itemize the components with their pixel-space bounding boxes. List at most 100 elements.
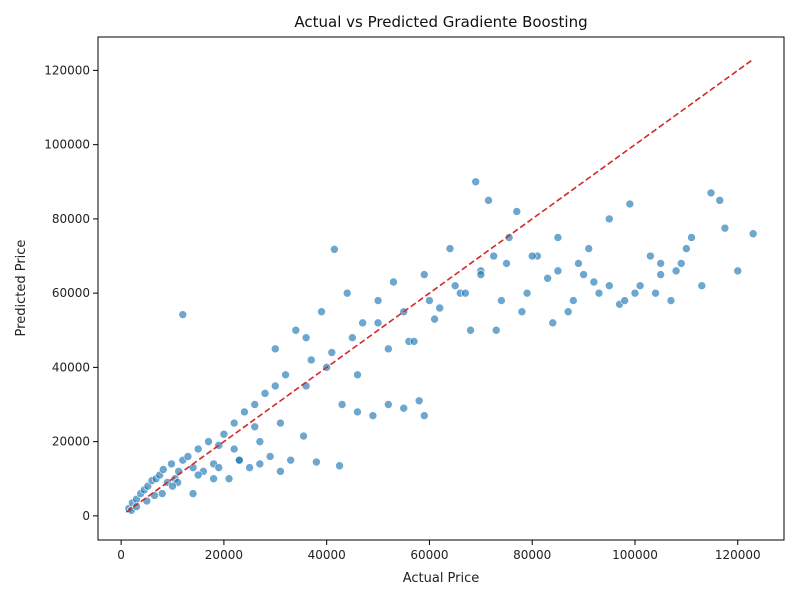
x-axis-label: Actual Price: [403, 571, 480, 586]
data-point: [579, 270, 588, 279]
data-point: [553, 266, 563, 276]
data-point: [229, 444, 239, 454]
data-point: [399, 403, 409, 413]
y-tick-label: 60000: [52, 286, 90, 300]
data-point: [330, 245, 339, 254]
data-point: [656, 259, 665, 268]
data-point: [158, 465, 168, 474]
data-point: [260, 389, 270, 398]
x-tick-label: 60000: [410, 548, 448, 562]
y-tick-label: 40000: [52, 360, 90, 374]
y-tick-label: 0: [82, 509, 90, 523]
data-point: [142, 496, 152, 506]
data-point: [409, 337, 419, 346]
data-point: [720, 223, 730, 233]
y-tick-label: 120000: [44, 63, 90, 77]
data-point: [594, 288, 604, 298]
reference-line: [125, 58, 754, 513]
data-point: [697, 281, 707, 291]
data-point: [435, 303, 445, 313]
data-point: [553, 233, 563, 242]
data-point: [250, 422, 260, 432]
x-tick-label: 20000: [205, 548, 243, 562]
data-point: [491, 325, 501, 335]
data-point: [419, 411, 429, 420]
data-point: [291, 325, 301, 335]
data-point: [286, 455, 295, 465]
data-point: [484, 196, 493, 205]
data-point: [183, 452, 193, 461]
data-point: [450, 281, 460, 291]
x-tick-label: 120000: [715, 548, 761, 562]
data-point: [384, 400, 393, 409]
data-point: [733, 266, 743, 276]
data-point: [676, 259, 686, 268]
chart-title: Actual vs Predicted Gradiente Boosting: [294, 13, 587, 31]
data-point: [204, 437, 213, 446]
data-point: [512, 207, 522, 216]
data-point: [620, 296, 630, 305]
data-point: [682, 244, 691, 253]
data-point: [214, 463, 224, 472]
data-point: [299, 431, 308, 441]
data-point: [635, 281, 645, 291]
data-point: [625, 199, 635, 209]
data-point: [563, 307, 573, 317]
data-point: [471, 177, 480, 187]
data-point: [384, 344, 393, 354]
data-point: [476, 270, 486, 279]
data-point: [270, 344, 280, 354]
y-tick-label: 20000: [52, 435, 90, 449]
data-point: [193, 470, 203, 480]
data-point: [656, 270, 665, 279]
data-point: [368, 411, 378, 420]
data-point: [337, 400, 347, 409]
plot-area: [124, 58, 758, 515]
data-point: [224, 474, 234, 484]
y-axis: 0 20000 40000 60000 80000 100000 120000: [44, 63, 98, 523]
y-tick-label: 80000: [52, 212, 90, 226]
data-point: [604, 281, 614, 291]
data-point: [671, 266, 681, 276]
data-point: [445, 244, 455, 253]
data-point: [569, 296, 578, 305]
data-point: [342, 288, 352, 298]
data-point: [630, 288, 640, 298]
data-point: [178, 310, 188, 319]
data-point: [276, 418, 285, 428]
data-point: [517, 307, 527, 317]
data-point: [646, 251, 655, 261]
data-point: [466, 325, 475, 335]
data-point: [265, 452, 275, 461]
data-point: [589, 277, 599, 287]
data-point: [373, 296, 383, 305]
data-point: [235, 455, 244, 465]
plot-frame: [97, 36, 785, 541]
data-point: [430, 314, 439, 324]
data-point: [219, 429, 229, 439]
data-point: [301, 333, 311, 342]
data-point: [527, 251, 537, 261]
data-point: [245, 463, 254, 472]
y-axis-label: Predicted Price: [14, 240, 29, 337]
data-point: [425, 296, 434, 305]
data-point: [276, 467, 285, 476]
data-point: [193, 444, 203, 454]
data-point: [229, 418, 239, 428]
data-point: [281, 370, 290, 380]
data-point: [150, 491, 159, 500]
data-point: [548, 318, 558, 328]
data-point: [706, 188, 716, 198]
data-point: [353, 370, 362, 380]
data-point: [250, 400, 260, 409]
data-point: [504, 233, 514, 242]
y-tick-label: 100000: [44, 138, 90, 152]
data-point: [497, 296, 506, 305]
data-point: [419, 270, 429, 279]
data-point: [312, 457, 321, 467]
data-point: [306, 355, 316, 365]
x-tick-label: 0: [117, 548, 125, 562]
data-point: [543, 273, 552, 283]
data-point: [715, 196, 725, 205]
